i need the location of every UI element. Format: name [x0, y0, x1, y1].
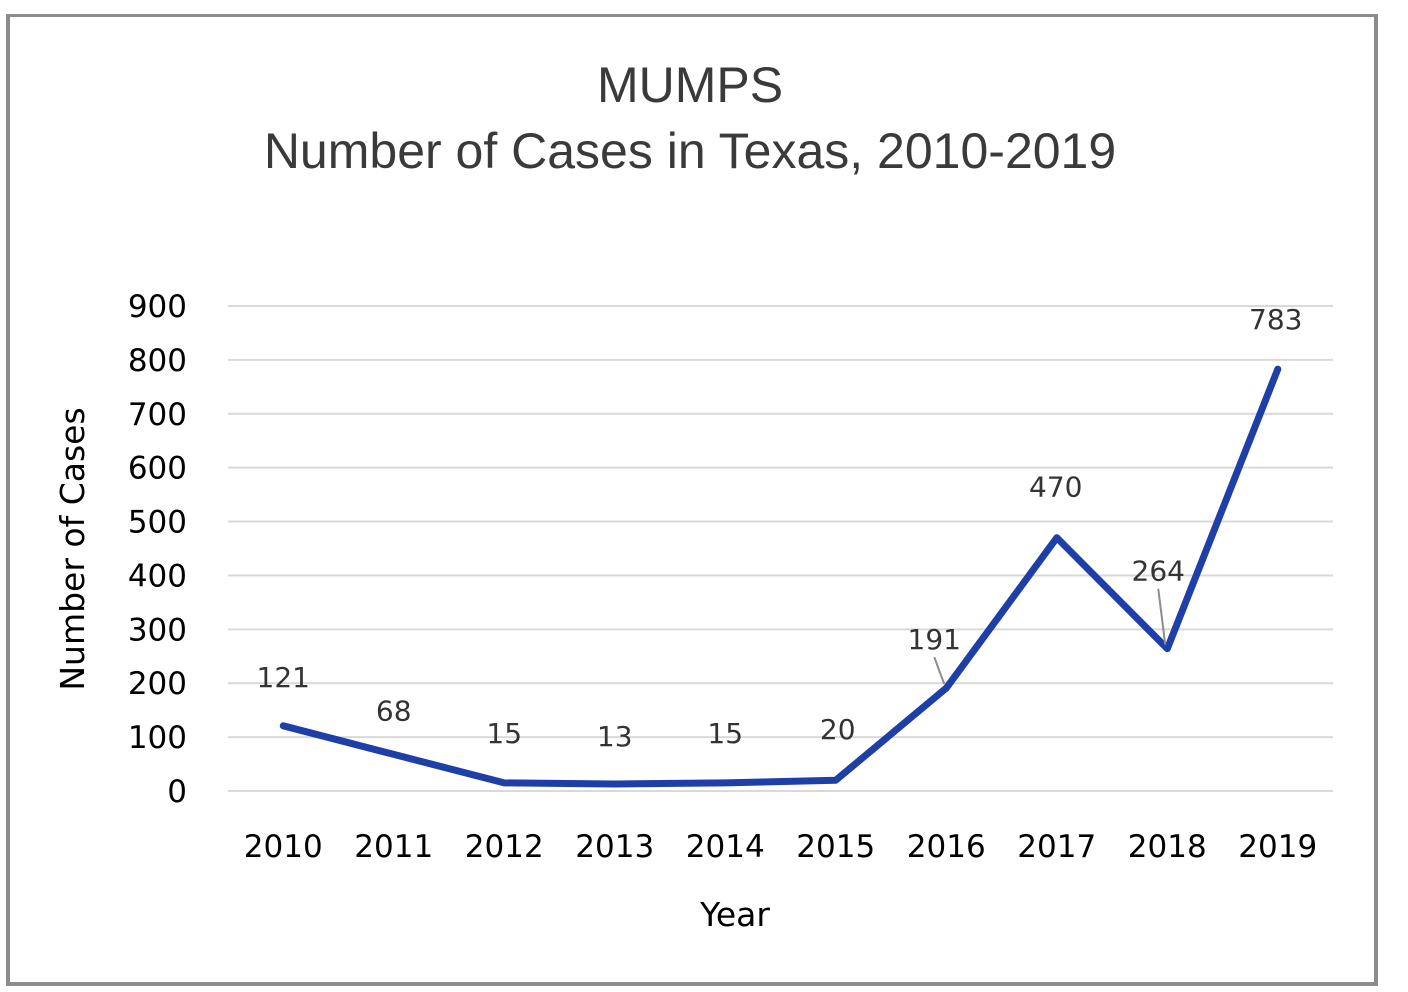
- x-tick-label: 2014: [686, 829, 765, 865]
- x-tick-label: 2017: [1017, 829, 1096, 865]
- chart-title: MUMPS: [597, 57, 783, 113]
- data-label: 121: [257, 661, 310, 694]
- x-tick-label: 2019: [1238, 829, 1317, 865]
- gridlines: [228, 305, 1333, 792]
- x-tick-label: 2012: [465, 829, 544, 865]
- x-tick-label: 2011: [354, 829, 433, 865]
- data-label: 191: [908, 623, 961, 656]
- data-label: 15: [486, 717, 522, 750]
- y-tick-label: 0: [167, 774, 187, 810]
- x-axis-title: Year: [699, 895, 770, 934]
- data-label: 264: [1132, 555, 1185, 588]
- y-tick-label: 100: [128, 720, 187, 756]
- y-tick-label: 200: [128, 666, 187, 702]
- y-tick-label: 600: [128, 451, 187, 487]
- label-leader-line: [1157, 588, 1167, 645]
- y-tick-label: 900: [128, 289, 187, 325]
- y-tick-label: 400: [128, 558, 187, 594]
- data-label: 783: [1249, 303, 1302, 336]
- y-tick-label: 800: [128, 343, 187, 379]
- x-tick-label: 2015: [796, 829, 875, 865]
- label-leader-line: [933, 656, 946, 685]
- label-leaders: [933, 588, 1167, 685]
- data-label: 68: [376, 694, 412, 727]
- y-axis-ticks: 0 100 200 300 400 500 600 700 800 900: [128, 289, 187, 810]
- series-line-0: [279, 365, 1282, 788]
- chart-frame: [6, 14, 1378, 986]
- data-label: 15: [707, 717, 743, 750]
- x-tick-label: 2013: [575, 829, 654, 865]
- x-tick-label: 2016: [907, 829, 986, 865]
- y-axis-title: Number of Cases: [53, 407, 92, 690]
- y-tick-label: 300: [128, 612, 187, 648]
- data-labels: 121 68 15 13 15 20 191 470 264 783: [257, 303, 1303, 753]
- series-line: [279, 365, 1282, 788]
- chart-subtitle: Number of Cases in Texas, 2010-2019: [264, 123, 1116, 179]
- y-tick-label: 700: [128, 397, 187, 433]
- y-tick-label: 500: [128, 505, 187, 541]
- x-tick-label: 2018: [1128, 829, 1207, 865]
- x-tick-label: 2010: [244, 829, 323, 865]
- data-label: 20: [820, 713, 856, 746]
- data-label: 470: [1029, 471, 1082, 504]
- data-label: 13: [597, 720, 633, 753]
- x-axis-ticks: 2010 2011 2012 2013 2014 2015 2016 2017 2018 2019: [244, 829, 1317, 865]
